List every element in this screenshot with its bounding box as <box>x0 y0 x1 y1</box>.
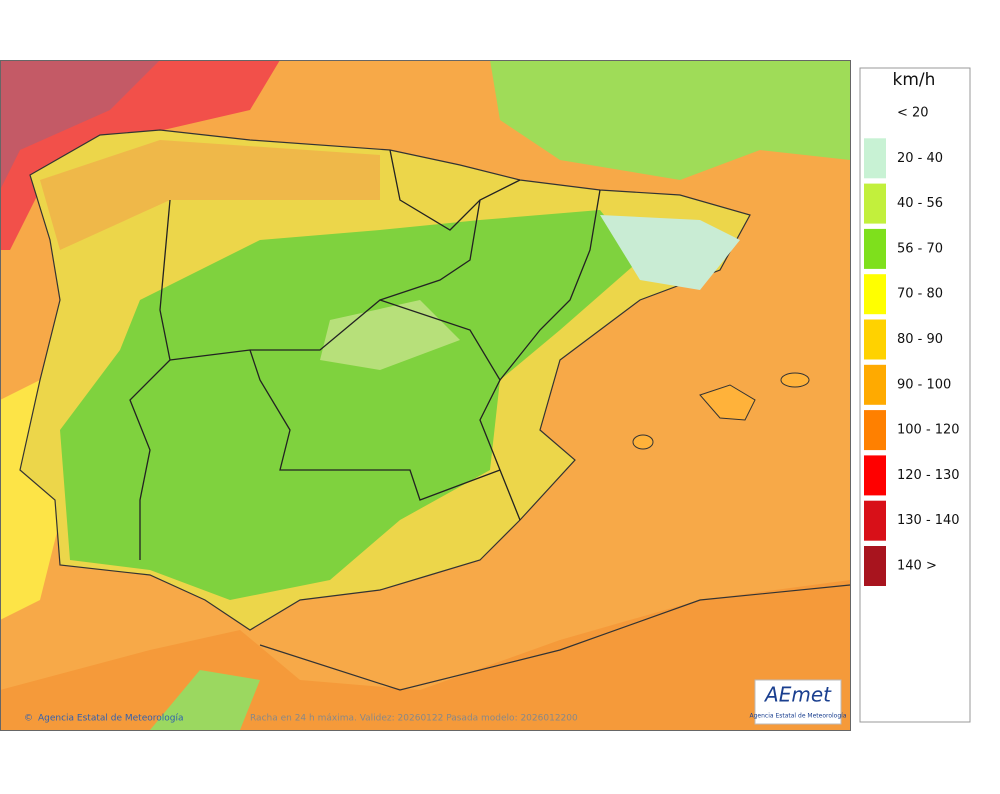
legend-label: 80 - 90 <box>897 332 943 347</box>
map <box>0 60 850 730</box>
caption: Racha en 24 h máxima. Validez: 20260122 … <box>250 714 578 724</box>
legend-swatch <box>864 274 886 315</box>
legend-label: 140 > <box>897 559 937 574</box>
legend-label: 20 - 40 <box>897 151 943 166</box>
legend-swatch <box>864 500 886 541</box>
region-borders <box>129 149 601 560</box>
extreme-gust-zone <box>0 60 160 190</box>
legend-swatch <box>864 546 886 586</box>
legend-label: < 20 <box>897 106 929 121</box>
legend-label: 130 - 140 <box>897 513 960 528</box>
legend-label: 70 - 80 <box>897 287 943 302</box>
legend-swatch <box>864 410 886 451</box>
logo-name: AEmet <box>763 683 832 707</box>
legend-label: 100 - 120 <box>897 423 960 438</box>
north-green-zone <box>490 60 850 180</box>
legend-items: < 20 20 - 40 40 - 56 56 - 70 70 - 80 80 - 90 9… <box>864 93 960 586</box>
legend-swatch <box>864 228 886 269</box>
menorca <box>780 372 810 388</box>
morocco-green-zone <box>150 670 260 730</box>
inland-green-zone <box>60 210 640 600</box>
legend-label: 120 - 130 <box>897 468 960 483</box>
legend-swatch <box>864 183 886 224</box>
legend-label: 90 - 100 <box>897 377 951 392</box>
legend-swatch <box>864 138 886 179</box>
ibiza <box>632 434 654 450</box>
map-frame <box>0 60 851 731</box>
pyrenees-calm-zone <box>600 215 740 290</box>
africa-coast <box>259 584 850 691</box>
legend-swatch <box>864 364 886 405</box>
legend-label: 56 - 70 <box>897 241 943 256</box>
logo-subtitle: Agencia Estatal de Meteorología <box>750 713 847 720</box>
mallorca <box>699 384 756 421</box>
north-orange-zone <box>40 140 380 250</box>
legend-swatch <box>864 319 886 360</box>
legend-unit: km/h <box>893 70 936 90</box>
legend-swatch <box>864 93 886 133</box>
credit: Agencia Estatal de Meteorología <box>38 714 184 724</box>
legend-swatch <box>864 455 886 496</box>
central-calm-zone <box>320 300 460 370</box>
copyright-symbol: © <box>24 714 33 724</box>
logo-box <box>754 679 842 725</box>
legend-label: 40 - 56 <box>897 196 943 211</box>
